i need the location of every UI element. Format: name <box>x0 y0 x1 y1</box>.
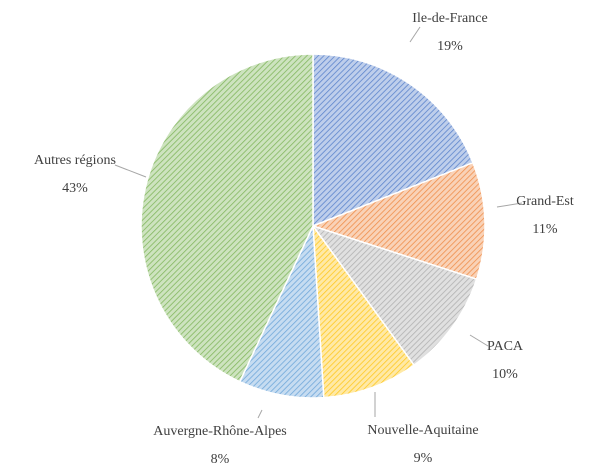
slice-label: Ile-de-France <box>412 11 487 26</box>
pie-slice <box>312 53 474 228</box>
leader-line <box>496 202 523 208</box>
pie-slice <box>310 161 486 281</box>
leader-line <box>114 164 147 178</box>
slice-label: Grand-Est <box>516 194 574 209</box>
slice-label: Auvergne-Rhône-Alpes <box>153 424 287 439</box>
pie-slice <box>311 224 478 367</box>
slice-label: PACA <box>487 339 524 354</box>
pie-slice <box>312 223 416 399</box>
slice-value-label: 19% <box>437 39 463 54</box>
slice-value-label: 10% <box>492 367 518 382</box>
slice-value-label: 8% <box>211 452 230 463</box>
slice-label: Nouvelle-Aquitaine <box>367 423 478 438</box>
slice-value-label: 43% <box>62 181 88 196</box>
slice-label: Autres régions <box>34 153 116 168</box>
pie-slice <box>140 53 314 383</box>
leader-line <box>257 409 263 419</box>
slice-value-label: 9% <box>414 451 433 463</box>
slice-value-label: 11% <box>532 222 557 237</box>
leader-line <box>469 334 489 347</box>
leader-line <box>409 26 421 43</box>
